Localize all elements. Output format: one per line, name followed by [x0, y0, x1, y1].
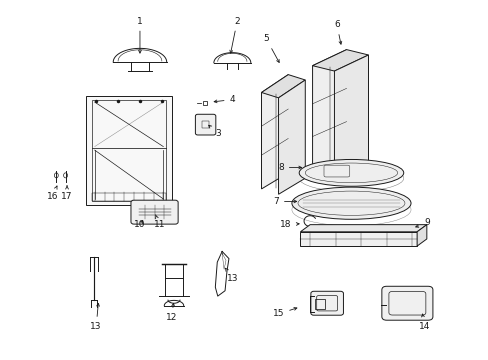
Text: 14: 14: [418, 314, 429, 331]
Ellipse shape: [291, 187, 410, 219]
Ellipse shape: [299, 159, 403, 186]
Text: 2: 2: [229, 17, 240, 53]
Text: 12: 12: [165, 303, 177, 322]
Text: 18: 18: [280, 220, 299, 229]
Polygon shape: [312, 50, 368, 71]
Text: 17: 17: [61, 186, 73, 201]
Text: 9: 9: [415, 219, 429, 228]
Text: 8: 8: [278, 163, 301, 172]
Text: 10: 10: [134, 220, 145, 229]
Polygon shape: [416, 225, 426, 246]
Bar: [92, 100, 165, 201]
Bar: [92, 193, 165, 201]
Text: 4: 4: [214, 95, 235, 104]
Text: 15: 15: [272, 307, 296, 319]
FancyBboxPatch shape: [131, 200, 178, 224]
Polygon shape: [278, 80, 305, 194]
FancyBboxPatch shape: [310, 291, 343, 315]
FancyBboxPatch shape: [195, 114, 215, 135]
Polygon shape: [300, 232, 416, 246]
Polygon shape: [300, 225, 426, 232]
Text: 13: 13: [225, 268, 238, 283]
Polygon shape: [334, 55, 368, 180]
Text: 13: 13: [90, 303, 102, 331]
Polygon shape: [261, 75, 305, 98]
FancyBboxPatch shape: [381, 286, 432, 320]
Polygon shape: [261, 75, 287, 189]
Bar: [86, 96, 171, 205]
Text: 16: 16: [46, 186, 58, 201]
Bar: [201, 121, 209, 128]
Text: 5: 5: [263, 35, 279, 62]
Polygon shape: [312, 50, 346, 175]
Text: 3: 3: [208, 125, 220, 138]
Text: 1: 1: [137, 17, 142, 53]
Text: 7: 7: [273, 197, 296, 206]
Text: 6: 6: [333, 20, 341, 44]
Text: 11: 11: [153, 215, 165, 229]
Bar: [314, 298, 324, 309]
